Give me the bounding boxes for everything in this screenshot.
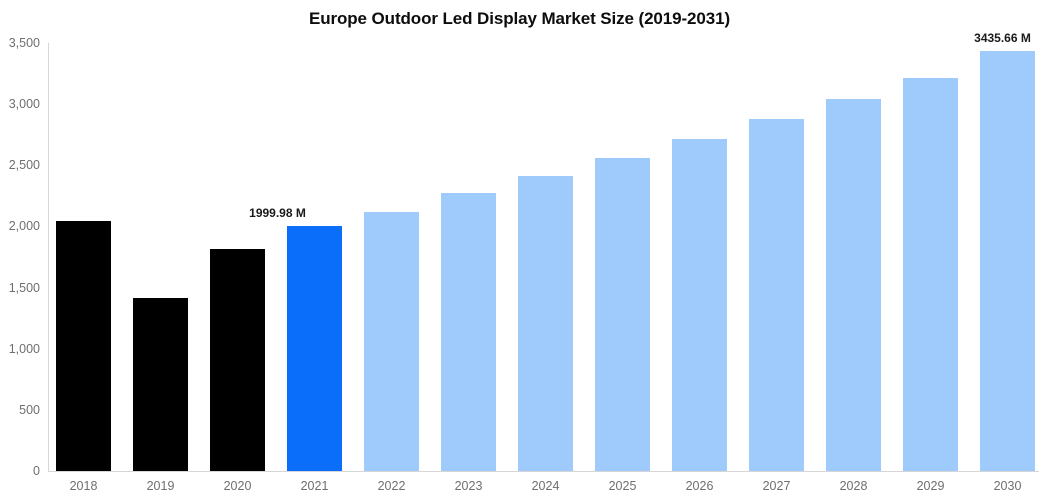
x-axis-tick-2027: 2027 <box>762 479 791 493</box>
y-axis-tick: 1,000 <box>8 341 40 356</box>
bar-2018[interactable] <box>56 221 111 471</box>
x-axis-tick-2024: 2024 <box>531 479 560 493</box>
x-axis-line <box>48 471 1039 472</box>
y-axis-line <box>48 43 49 472</box>
y-axis-tick: 3,000 <box>8 97 40 112</box>
y-axis-tick: 1,500 <box>8 280 40 295</box>
bar-2028[interactable] <box>826 99 881 471</box>
bar-2030[interactable] <box>980 50 1035 471</box>
x-axis-tick-2028: 2028 <box>839 479 868 493</box>
x-axis-tick-2030: 2030 <box>993 479 1022 493</box>
x-axis-tick-2023: 2023 <box>454 479 483 493</box>
bar-2024[interactable] <box>518 176 573 471</box>
bar-2022[interactable] <box>364 212 419 471</box>
y-axis-tick: 2,500 <box>8 158 40 173</box>
y-axis-tick: 500 <box>19 402 40 417</box>
x-axis-tick-2018: 2018 <box>69 479 98 493</box>
bar-2021[interactable] <box>287 226 342 471</box>
x-axis-tick-2026: 2026 <box>685 479 714 493</box>
bar-2026[interactable] <box>672 138 727 471</box>
bar-2023[interactable] <box>441 193 496 471</box>
bars-layer <box>48 43 1039 471</box>
bar-2025[interactable] <box>595 158 650 471</box>
bar-value-label-2021: 1999.98 M <box>249 206 306 221</box>
bar-2019[interactable] <box>133 298 188 471</box>
y-axis-tick: 0 <box>33 464 40 478</box>
x-axis-tick-2029: 2029 <box>916 479 945 493</box>
x-axis-tick-2020: 2020 <box>223 479 252 493</box>
x-axis-tick-2025: 2025 <box>608 479 637 493</box>
x-axis-tick-2019: 2019 <box>146 479 175 493</box>
bar-value-label-2030: 3435.66 M <box>974 30 1031 45</box>
bar-2027[interactable] <box>749 119 804 471</box>
x-axis-tick-2021: 2021 <box>300 479 329 493</box>
y-axis-tick: 2,000 <box>8 219 40 234</box>
y-axis-tick: 3,500 <box>8 36 40 50</box>
bar-2020[interactable] <box>210 249 265 471</box>
chart-title: Europe Outdoor Led Display Market Size (… <box>308 9 731 28</box>
bar-2029[interactable] <box>903 77 958 471</box>
x-axis-tick-2022: 2022 <box>377 479 406 493</box>
